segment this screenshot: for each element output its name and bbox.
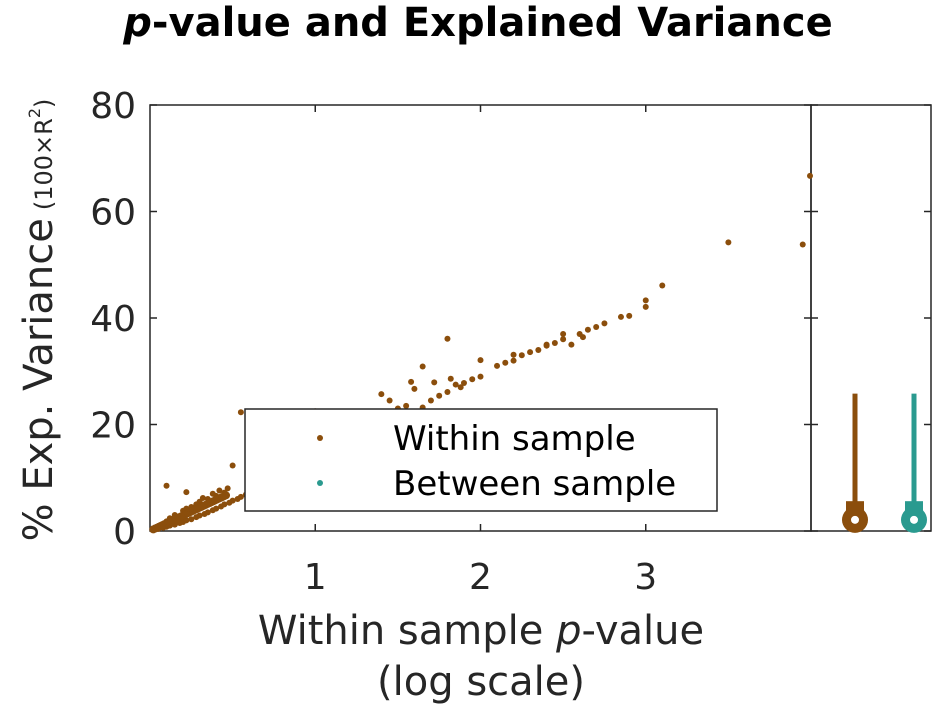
scatter-point (593, 324, 600, 331)
scatter-point (431, 379, 438, 386)
scatter-point (626, 312, 633, 319)
scatter-point (444, 389, 451, 396)
scatter-point (436, 392, 443, 399)
y-tick-label: 40 (90, 299, 136, 340)
scatter-point (560, 330, 567, 337)
scatter-point (222, 491, 231, 500)
scatter-point (213, 505, 220, 512)
scatter-point (568, 341, 575, 348)
scatter-point (408, 378, 415, 385)
scatter-point (799, 241, 806, 248)
x-ticks: 1 2 3 (304, 105, 657, 598)
scatter-point (584, 326, 591, 333)
legend-marker-between (317, 480, 323, 486)
xlabel-b: p (555, 608, 581, 654)
scatter-point (617, 313, 624, 320)
xlabel-c: -value (581, 608, 704, 654)
scatter-point (457, 384, 464, 391)
scatter-point (419, 363, 426, 370)
scatter-point (469, 376, 476, 383)
ylabel-main: % Exp. Variance (16, 218, 62, 541)
scatter-point (560, 336, 567, 343)
scatter-point (204, 509, 211, 516)
scatter-point (196, 512, 203, 519)
scatter-point (237, 409, 244, 416)
scatter-point (444, 335, 451, 342)
scatter-point (642, 297, 649, 304)
x-tick-label: 3 (634, 557, 657, 598)
x-axis-label-line1: Within sample p-value (258, 608, 704, 654)
scatter-point (551, 340, 558, 347)
legend-box (244, 408, 718, 512)
scatter-point (224, 485, 231, 492)
x-tick-label: 1 (304, 557, 327, 598)
y-axis-label: % Exp. Variance (100×R2) (16, 99, 62, 542)
ylabel-sub: (100×R (30, 118, 58, 210)
scatter-point (221, 501, 228, 508)
scatter-point (659, 282, 666, 289)
y-tick-label: 80 (90, 86, 136, 127)
scatter-point (411, 385, 418, 392)
xlabel-a: Within sample (258, 608, 556, 654)
scatter-point (510, 357, 517, 364)
legend-label-between: Between sample (393, 464, 676, 504)
scatter-point (183, 489, 190, 496)
y-tick-label: 0 (113, 512, 136, 553)
scatter-point (477, 373, 484, 380)
scatter-point (403, 402, 410, 409)
scatter-point (543, 341, 550, 348)
scatter-point (725, 239, 732, 246)
within-median-dot (851, 515, 859, 524)
scatter-point (502, 359, 509, 366)
scatter-point (199, 494, 206, 501)
scatter-point (535, 346, 542, 353)
marginal-boxplots (842, 393, 927, 533)
between-median-dot (910, 515, 918, 524)
scatter-point (237, 493, 244, 500)
title-italic-p: p (122, 0, 152, 46)
y-tick-label: 20 (90, 406, 136, 447)
scatter-point (216, 487, 223, 494)
scatter-point (229, 497, 236, 504)
scatter-point (477, 357, 484, 364)
y-tick-label: 60 (90, 193, 136, 234)
ylabel-sup: 2 (25, 108, 44, 118)
scatter-point (579, 334, 586, 341)
ylabel-close: ) (30, 99, 58, 108)
legend-label-within: Within sample (393, 419, 636, 459)
scatter-point (460, 379, 467, 386)
title-rest: -value and Explained Variance (152, 0, 833, 46)
scatter-point (447, 375, 454, 382)
chart-title: p-value and Explained Variance (122, 0, 832, 46)
scatter-point (518, 352, 525, 359)
legend-marker-within (317, 435, 323, 441)
scatter-point (527, 349, 534, 356)
scatter-point (209, 490, 216, 497)
scatter-point (494, 362, 501, 369)
scatter-point (378, 391, 385, 398)
scatter-point (601, 320, 608, 327)
svg-text:% Exp. Variance(100×R2): % Exp. Variance (100×R2) (16, 99, 62, 542)
scatter-point (642, 303, 649, 310)
scatter-point (229, 462, 236, 469)
scatter-point (510, 351, 517, 358)
scatter-point (163, 482, 170, 489)
scatter-point (452, 381, 459, 388)
x-tick-label: 2 (469, 557, 492, 598)
legend: Within sample Between sample (244, 408, 718, 512)
y-ticks: 0 20 40 60 80 (90, 86, 931, 553)
scatter-point (807, 172, 813, 179)
scatter-point (427, 397, 434, 404)
scatter-point (386, 397, 393, 404)
x-axis-label-line2: (log scale) (377, 659, 585, 705)
scatter-point (188, 516, 195, 523)
